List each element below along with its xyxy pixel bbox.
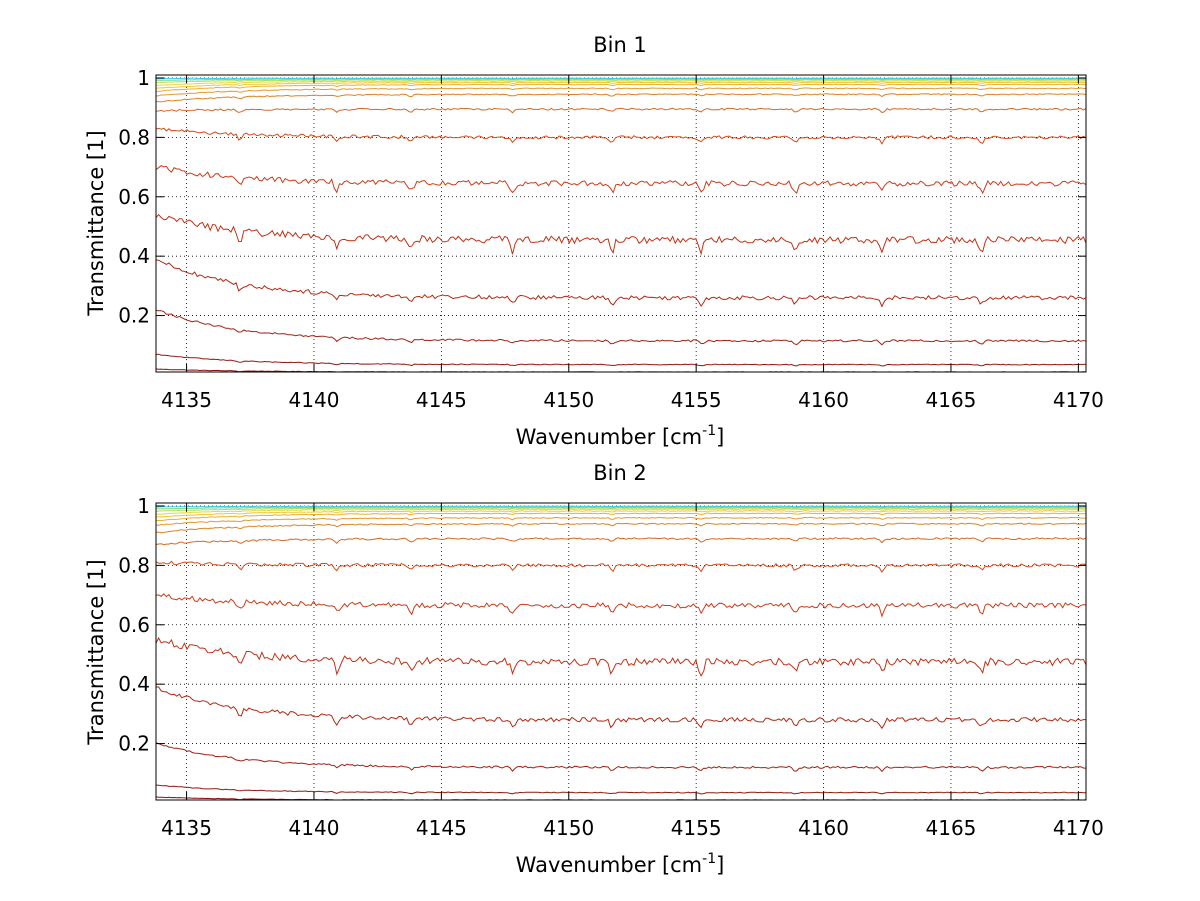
plot-area-frame: [155, 74, 1087, 373]
chart-title: Bin 1: [593, 33, 647, 57]
y-axis-label: Transmittance [1]: [84, 130, 108, 316]
series-lines: [155, 77, 1087, 373]
series-line: [155, 77, 1087, 80]
x-tick-label: 4165: [926, 816, 977, 840]
x-tick-label: 4170: [1053, 388, 1104, 412]
x-tick-label: 4145: [416, 816, 467, 840]
series-line: [155, 537, 1087, 546]
series-line: [155, 87, 1087, 97]
y-tick-label: 0.4: [118, 672, 150, 696]
series-line: [155, 512, 1087, 522]
series-line: [155, 93, 1087, 103]
tick-marks: [156, 75, 1086, 372]
x-tick-label: 4140: [289, 816, 340, 840]
series-line: [155, 686, 1087, 730]
series-line: [155, 127, 1087, 145]
y-tick-labels: 0.2 0.4 0.6 0.8 1: [118, 494, 150, 756]
y-tick-label: 1: [137, 66, 150, 90]
series-line: [155, 213, 1087, 256]
y-tick-label: 0.2: [118, 732, 150, 756]
y-tick-label: 1: [137, 494, 150, 518]
x-tick-labels: 4135 4140 4145 4150 4155 4160 4165 4170: [161, 816, 1104, 840]
series-line: [155, 107, 1087, 114]
series-line: [155, 507, 1087, 512]
series-line: [155, 81, 1087, 89]
x-tick-label: 4145: [416, 388, 467, 412]
x-tick-label: 4150: [543, 388, 594, 412]
x-tick-label: 4165: [926, 388, 977, 412]
series-line: [155, 784, 1087, 795]
tick-marks: [156, 503, 1086, 800]
series-line: [155, 560, 1087, 574]
y-tick-label: 0.6: [118, 185, 150, 209]
x-axis-label: Wavenumber [cm-1]: [516, 851, 725, 877]
series-line: [155, 165, 1087, 195]
y-tick-label: 0.6: [118, 613, 150, 637]
y-tick-label: 0.4: [118, 244, 150, 268]
y-tick-label: 0.2: [118, 304, 150, 328]
series-line: [155, 309, 1087, 346]
series-line: [155, 510, 1086, 518]
series-line: [155, 516, 1087, 526]
subplot-bin-2: Bin 2 4135 4140 4145 4150 4155 4160 4165 4170 0…: [84, 461, 1104, 877]
chart-title: Bin 2: [593, 461, 647, 485]
y-tick-labels: 0.2 0.4 0.6 0.8 1: [118, 66, 150, 328]
y-tick-label: 0.8: [118, 553, 150, 577]
x-tick-label: 4160: [798, 388, 849, 412]
series-line: [155, 593, 1087, 618]
y-axis-label: Transmittance [1]: [84, 559, 108, 745]
series-line: [155, 742, 1087, 773]
series-line: [156, 83, 1087, 92]
x-tick-label: 4160: [798, 816, 849, 840]
subplot-bin-1: Bin 1 4135 4140 4145 4150 4155 4160 4165 4170 0…: [84, 33, 1104, 449]
x-tick-label: 4155: [671, 388, 722, 412]
series-line: [155, 505, 1087, 508]
x-tick-label: 4170: [1053, 816, 1104, 840]
series-line: [155, 79, 1087, 84]
x-axis-label: Wavenumber [cm-1]: [516, 423, 725, 449]
series-line: [155, 636, 1087, 677]
series-line: [155, 522, 1087, 534]
series-line: [155, 80, 1087, 86]
grid-lines: [156, 75, 1086, 372]
series-line: [155, 506, 1087, 510]
x-tick-labels: 4135 4140 4145 4150 4155 4160 4165 4170: [161, 388, 1104, 412]
x-tick-label: 4140: [289, 388, 340, 412]
x-tick-label: 4155: [671, 816, 722, 840]
x-tick-label: 4135: [161, 816, 212, 840]
x-tick-label: 4135: [161, 388, 212, 412]
plot-area-frame: [155, 502, 1087, 801]
series-line: [155, 259, 1087, 308]
series-line: [155, 353, 1086, 367]
y-tick-label: 0.8: [118, 125, 150, 149]
series-line: [155, 508, 1087, 515]
x-tick-label: 4150: [543, 816, 594, 840]
